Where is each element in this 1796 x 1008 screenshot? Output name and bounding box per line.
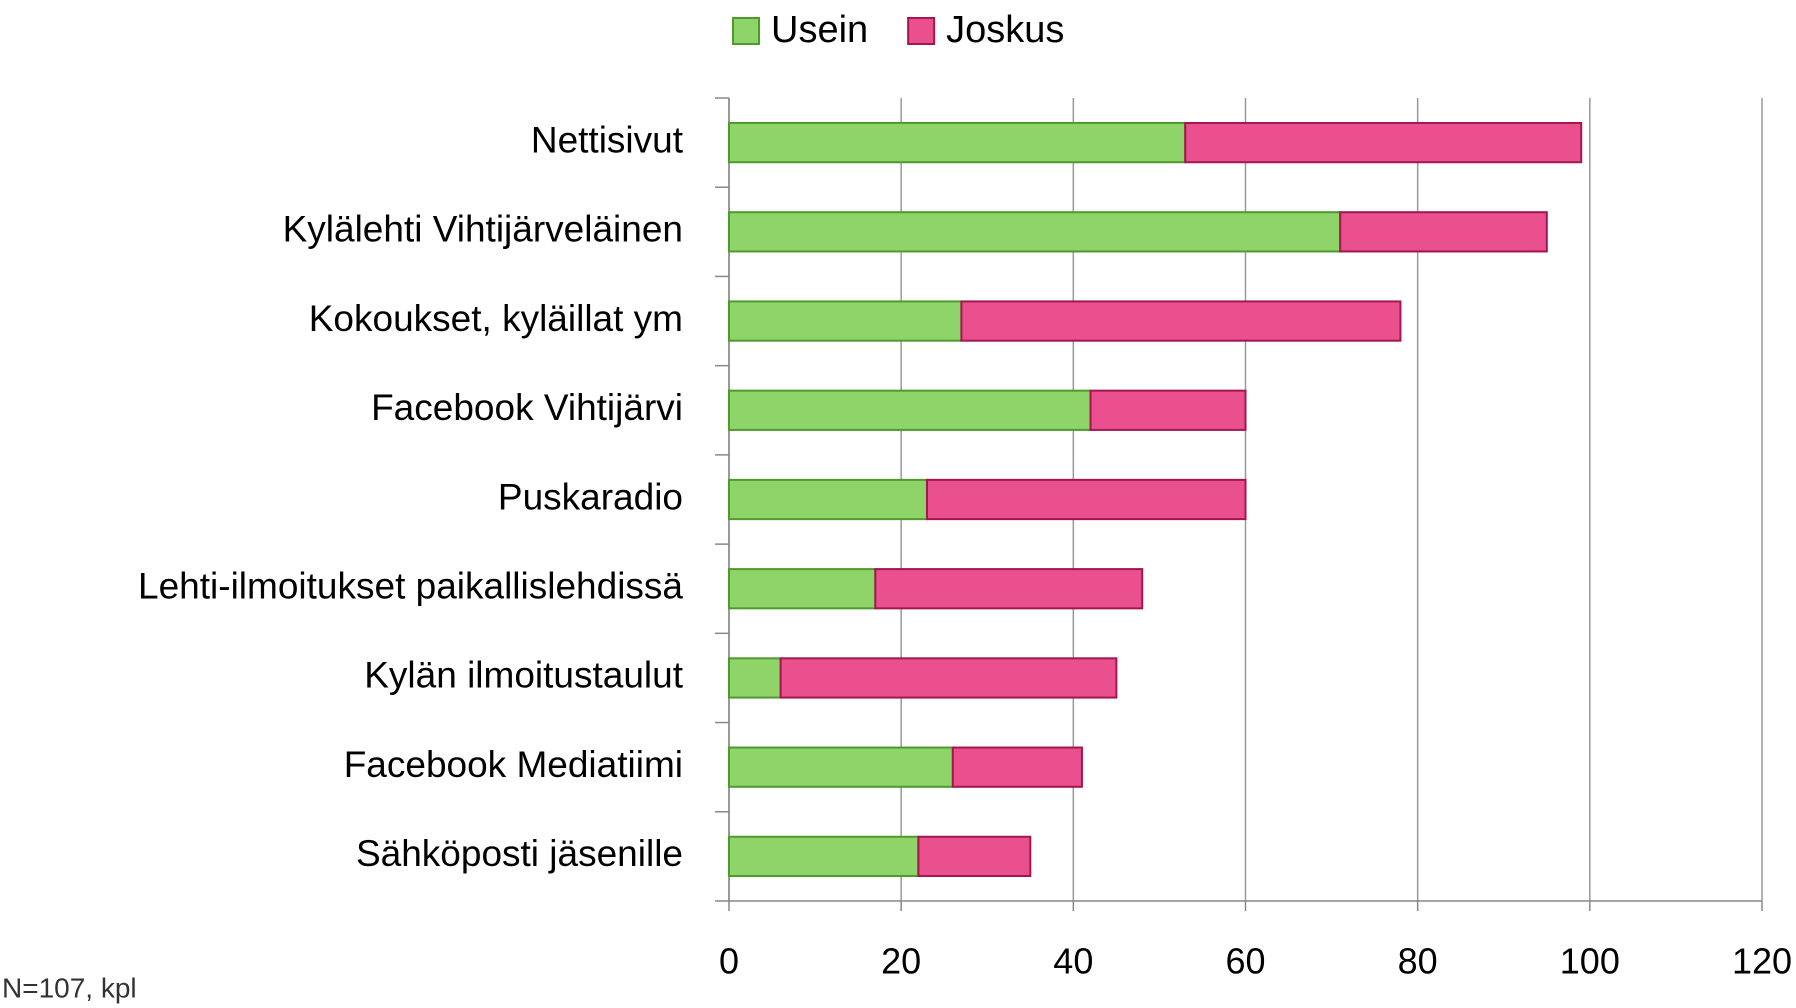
bar-segment bbox=[728, 835, 920, 878]
x-tick-label: 20 bbox=[881, 941, 921, 982]
legend-label: Joskus bbox=[946, 9, 1064, 51]
bar-segment bbox=[1184, 121, 1583, 164]
bar-segment bbox=[917, 835, 1032, 878]
x-tick-label: 60 bbox=[1225, 941, 1265, 982]
x-tick-label: 0 bbox=[719, 941, 739, 982]
bar-segment bbox=[925, 478, 1247, 521]
bar-segment bbox=[728, 211, 1342, 253]
bar-segment bbox=[728, 300, 963, 342]
x-tick-label: 40 bbox=[1053, 941, 1093, 982]
y-tick-label: Lehti-ilmoitukset paikallislehdissä bbox=[138, 566, 683, 607]
x-tick-label: 100 bbox=[1560, 941, 1620, 982]
y-tick-label: Puskaradio bbox=[498, 476, 683, 517]
bar-segment bbox=[728, 568, 877, 610]
y-tick-label: Sähköposti jäsenille bbox=[356, 833, 683, 874]
y-tick-label: Kokoukset, kyläillat ym bbox=[309, 298, 683, 339]
bar-segment bbox=[728, 657, 782, 699]
bar-segment bbox=[728, 121, 1187, 164]
y-tick-label: Kylälehti Vihtijärveläinen bbox=[283, 209, 683, 250]
y-tick-label: Nettisivut bbox=[531, 119, 684, 160]
bar-segment bbox=[779, 657, 1118, 699]
legend-swatch bbox=[907, 17, 936, 45]
footnote: N=107, kpl bbox=[2, 972, 137, 1003]
bar-segment bbox=[960, 300, 1402, 342]
bar-segment bbox=[728, 478, 928, 521]
legend-swatch bbox=[732, 17, 760, 45]
bar-segment bbox=[728, 389, 1092, 431]
x-tick-label: 120 bbox=[1732, 941, 1792, 982]
y-tick-label: Facebook Mediatiimi bbox=[344, 744, 683, 785]
bar-segment bbox=[1089, 389, 1247, 431]
bar-segment bbox=[951, 746, 1083, 788]
y-tick-label: Kylän ilmoitustaulut bbox=[364, 655, 683, 696]
legend-label: Usein bbox=[771, 9, 868, 51]
bar-segment bbox=[874, 568, 1144, 610]
bar-segment bbox=[1339, 211, 1548, 253]
bar-segment bbox=[728, 746, 954, 788]
x-tick-label: 80 bbox=[1398, 941, 1438, 982]
y-tick-label: Facebook Vihtijärvi bbox=[371, 387, 683, 428]
